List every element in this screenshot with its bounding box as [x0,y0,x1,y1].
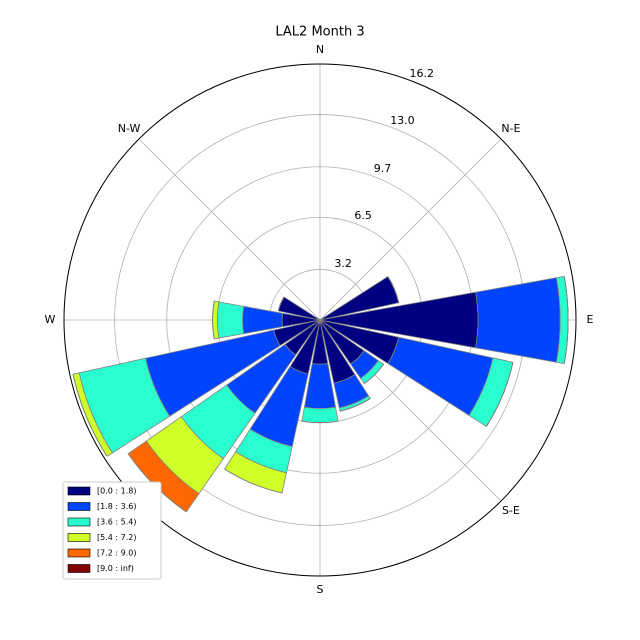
y-tick-label: 13.0 [390,114,415,127]
angle-label: N [316,43,324,56]
wind-bar [475,277,561,363]
legend-swatch [67,564,91,573]
chart-title: LAL2 Month 3 [275,25,364,40]
legend-label: [0.0 : 1.8) [97,487,136,496]
wind-bar [387,276,400,303]
legend-swatch [67,533,91,542]
legend-label: [3.6 : 5.4) [97,518,136,527]
wind-bar [72,374,108,457]
y-tick-label: 16.2 [410,67,435,80]
angle-label: S-E [502,504,520,517]
legend-label: [9.0 : inf) [97,564,134,573]
legend-label: [5.4 : 7.2) [97,533,136,542]
angle-label: E [587,313,594,326]
angle-label: S [317,583,324,596]
wind-bar [216,301,245,339]
legend: [0.0 : 1.8) [1.8 : 3.6) [3.6 : 5.4) [5.4 : … [62,481,162,580]
legend-label: [1.8 : 3.6) [97,502,136,511]
angle-label: N-W [118,122,141,135]
outer-ring [63,63,577,577]
angle-label: W [45,313,56,326]
wind-bar [277,296,285,311]
legend-swatch [67,517,91,527]
legend-swatch [67,502,91,511]
wind-bar [486,362,514,427]
legend-swatch [67,486,91,496]
wind-bar [301,420,339,424]
legend-label: [7.2 : 9.0) [97,549,136,558]
y-tick-label: 6.5 [354,209,372,222]
y-tick-label: 3.2 [334,257,352,270]
wind-bar [364,364,384,384]
spoke [138,138,321,321]
angle-label: N-E [501,122,520,135]
y-tick-label: 9.7 [374,162,392,175]
wind-bar [301,406,339,424]
wind-bar [339,398,371,412]
spoke [319,138,502,321]
legend-swatch [67,548,91,558]
